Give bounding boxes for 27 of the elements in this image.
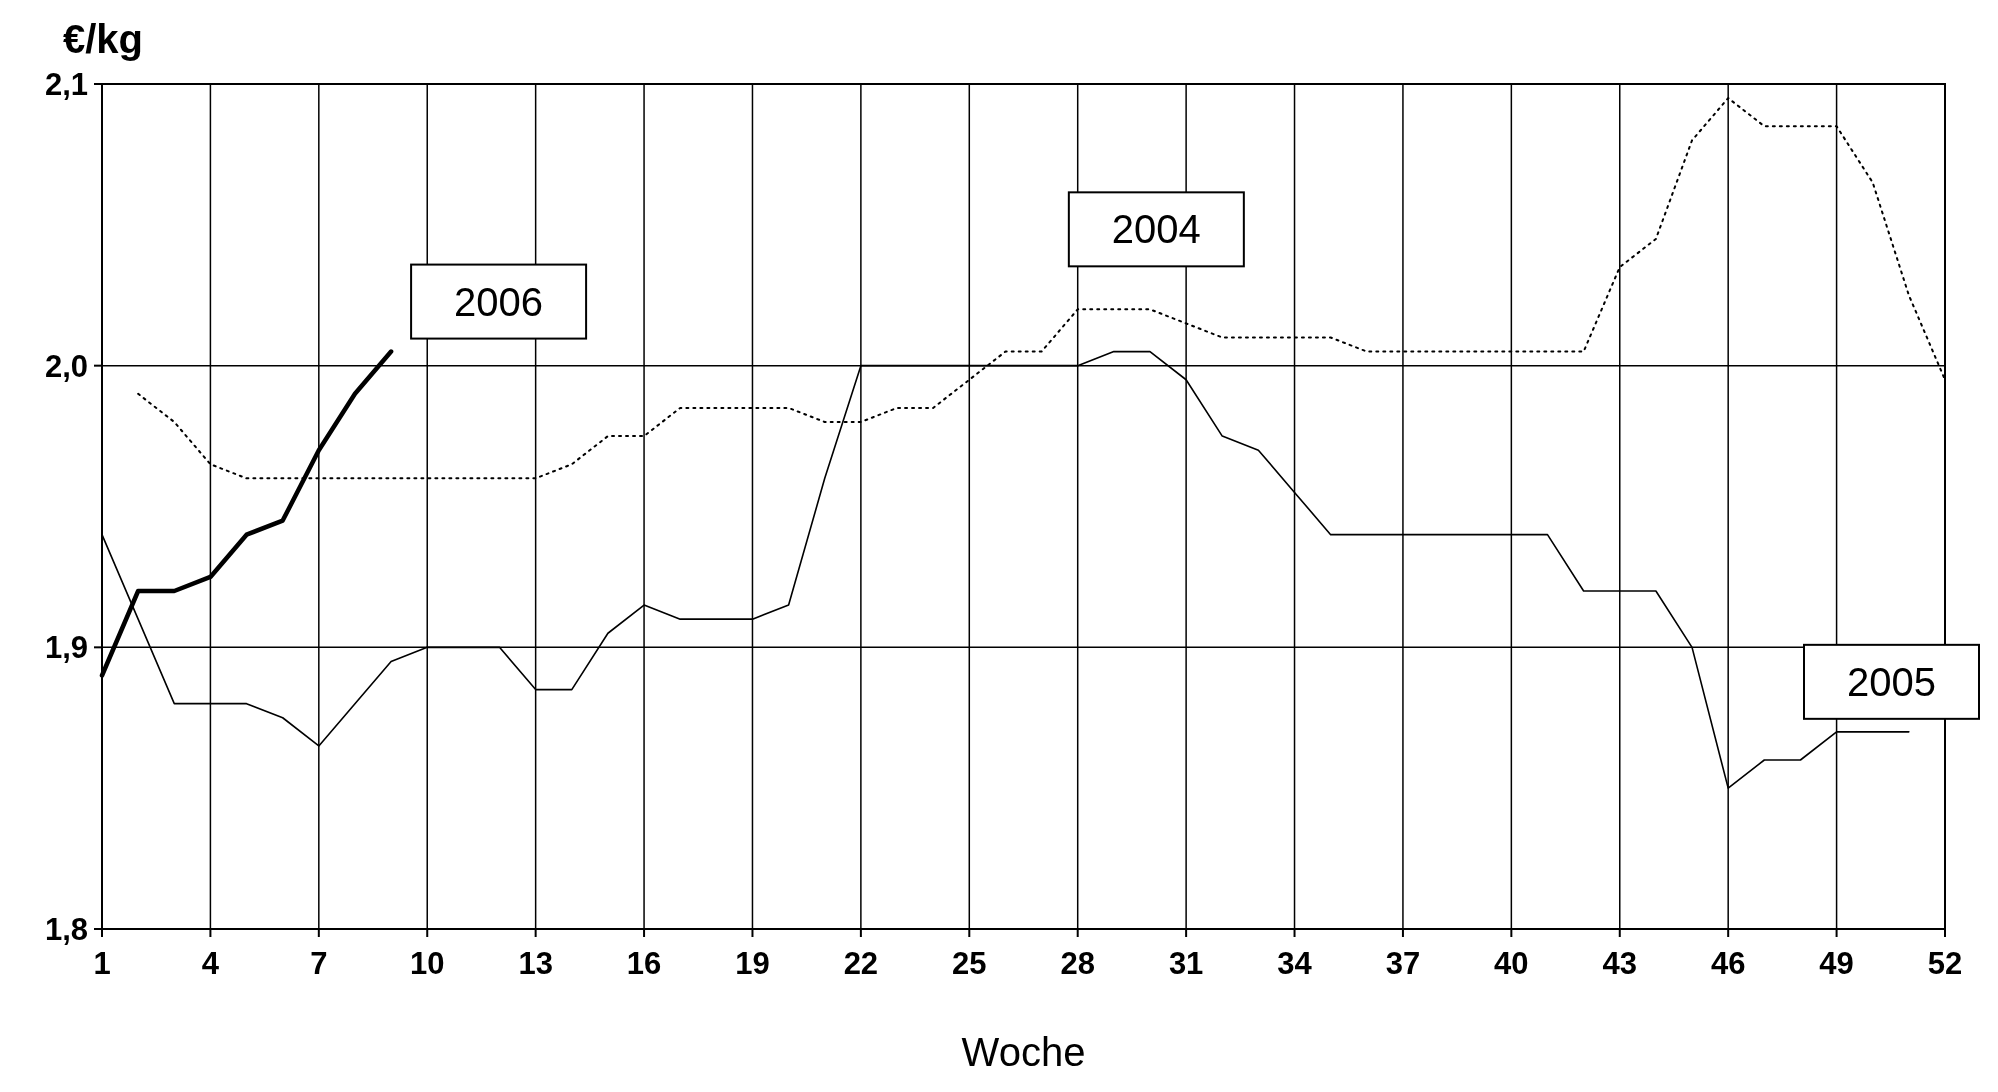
x-tick-label: 43: [1602, 946, 1638, 981]
x-tick-label: 10: [409, 946, 445, 981]
x-tick-label: 13: [518, 946, 553, 981]
x-tick-label: 7: [310, 946, 328, 981]
x-tick-label: 4: [201, 946, 220, 981]
x-tick-label: 46: [1710, 946, 1746, 981]
series-label: 2006: [454, 279, 544, 324]
y-tick-label: 2,0: [44, 348, 88, 384]
x-tick-label: 34: [1277, 946, 1313, 981]
x-axis-title: Woche: [961, 1030, 1086, 1074]
x-tick-label: 37: [1385, 946, 1421, 981]
y-axis-title: €/kg: [63, 17, 144, 61]
x-tick-label: 1: [93, 946, 111, 981]
series-label: 2004: [1111, 207, 1201, 252]
y-tick-label: 1,9: [44, 630, 88, 666]
x-tick-label: 52: [1927, 946, 1963, 981]
x-tick-label: 40: [1494, 946, 1529, 981]
x-tick-label: 25: [952, 946, 987, 981]
x-tick-label: 16: [626, 946, 662, 981]
y-tick-label: 1,8: [44, 912, 88, 947]
x-tick-label: 22: [843, 946, 879, 981]
y-tick-label: 2,1: [44, 67, 88, 102]
x-tick-label: 19: [735, 946, 770, 981]
x-tick-label: 49: [1819, 946, 1854, 981]
x-tick-label: 28: [1060, 946, 1095, 981]
series-label: 2005: [1847, 659, 1936, 704]
x-tick-label: 31: [1168, 946, 1204, 981]
